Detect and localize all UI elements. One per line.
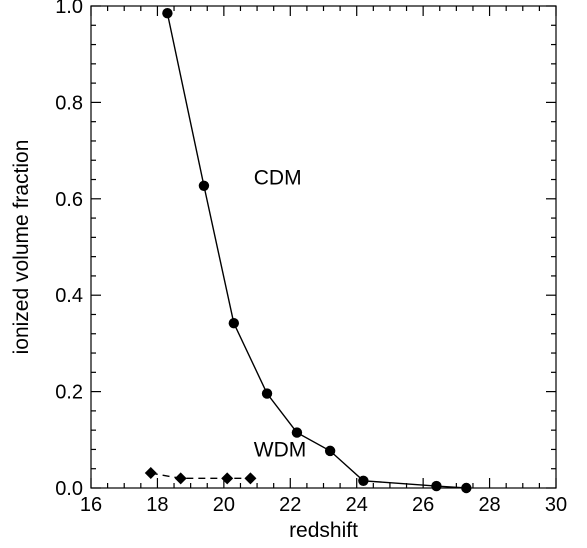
x-tick-label: 22 (279, 494, 301, 516)
x-tick-label: 18 (146, 494, 168, 516)
x-tick-label: 30 (545, 494, 567, 516)
y-axis-title: ionized volume fraction (10, 140, 33, 355)
cdm-data-point (291, 427, 303, 438)
cdm-data-point (461, 482, 472, 494)
cdm-label: CDM (254, 166, 302, 189)
y-tick-label: 0.4 (55, 285, 83, 307)
cdm-data-point (358, 475, 369, 486)
cdm-data-point (431, 480, 442, 492)
plot-frame (90, 5, 557, 489)
wdm-data-point (221, 472, 234, 485)
wdm-data-point (144, 467, 157, 480)
wdm-data-point (244, 472, 257, 485)
x-tick-label: 26 (412, 494, 434, 516)
y-tick-label: 1.0 (55, 0, 83, 18)
x-tick-label: 24 (346, 494, 368, 516)
y-tick-label: 0.0 (55, 478, 83, 500)
series-layer (144, 8, 472, 494)
wdm-series-line (150, 472, 251, 480)
cdm-data-point (324, 445, 336, 457)
x-axis-title: redshift (289, 519, 358, 542)
x-tick-label: 28 (478, 494, 500, 516)
x-tick-label: 20 (213, 494, 235, 516)
cdm-data-point (261, 388, 273, 399)
y-tick-label: 0.6 (55, 189, 83, 211)
wdm-label: WDM (254, 439, 306, 462)
label-layer: 16 18 20 22 24 26 28 30 0.0 0.2 0.4 0.6 0.8 1.0 redshi… (10, 0, 567, 542)
cdm-data-point (162, 8, 173, 19)
x-tick-label: 16 (80, 494, 102, 516)
axes-layer (90, 5, 557, 489)
wdm-data-point (174, 472, 187, 485)
y-tick-label: 0.2 (55, 382, 83, 404)
cdm-data-point (228, 317, 240, 329)
y-tick-label: 0.8 (55, 92, 83, 114)
cdm-data-point (198, 180, 210, 191)
cdm-series-line (166, 13, 467, 489)
